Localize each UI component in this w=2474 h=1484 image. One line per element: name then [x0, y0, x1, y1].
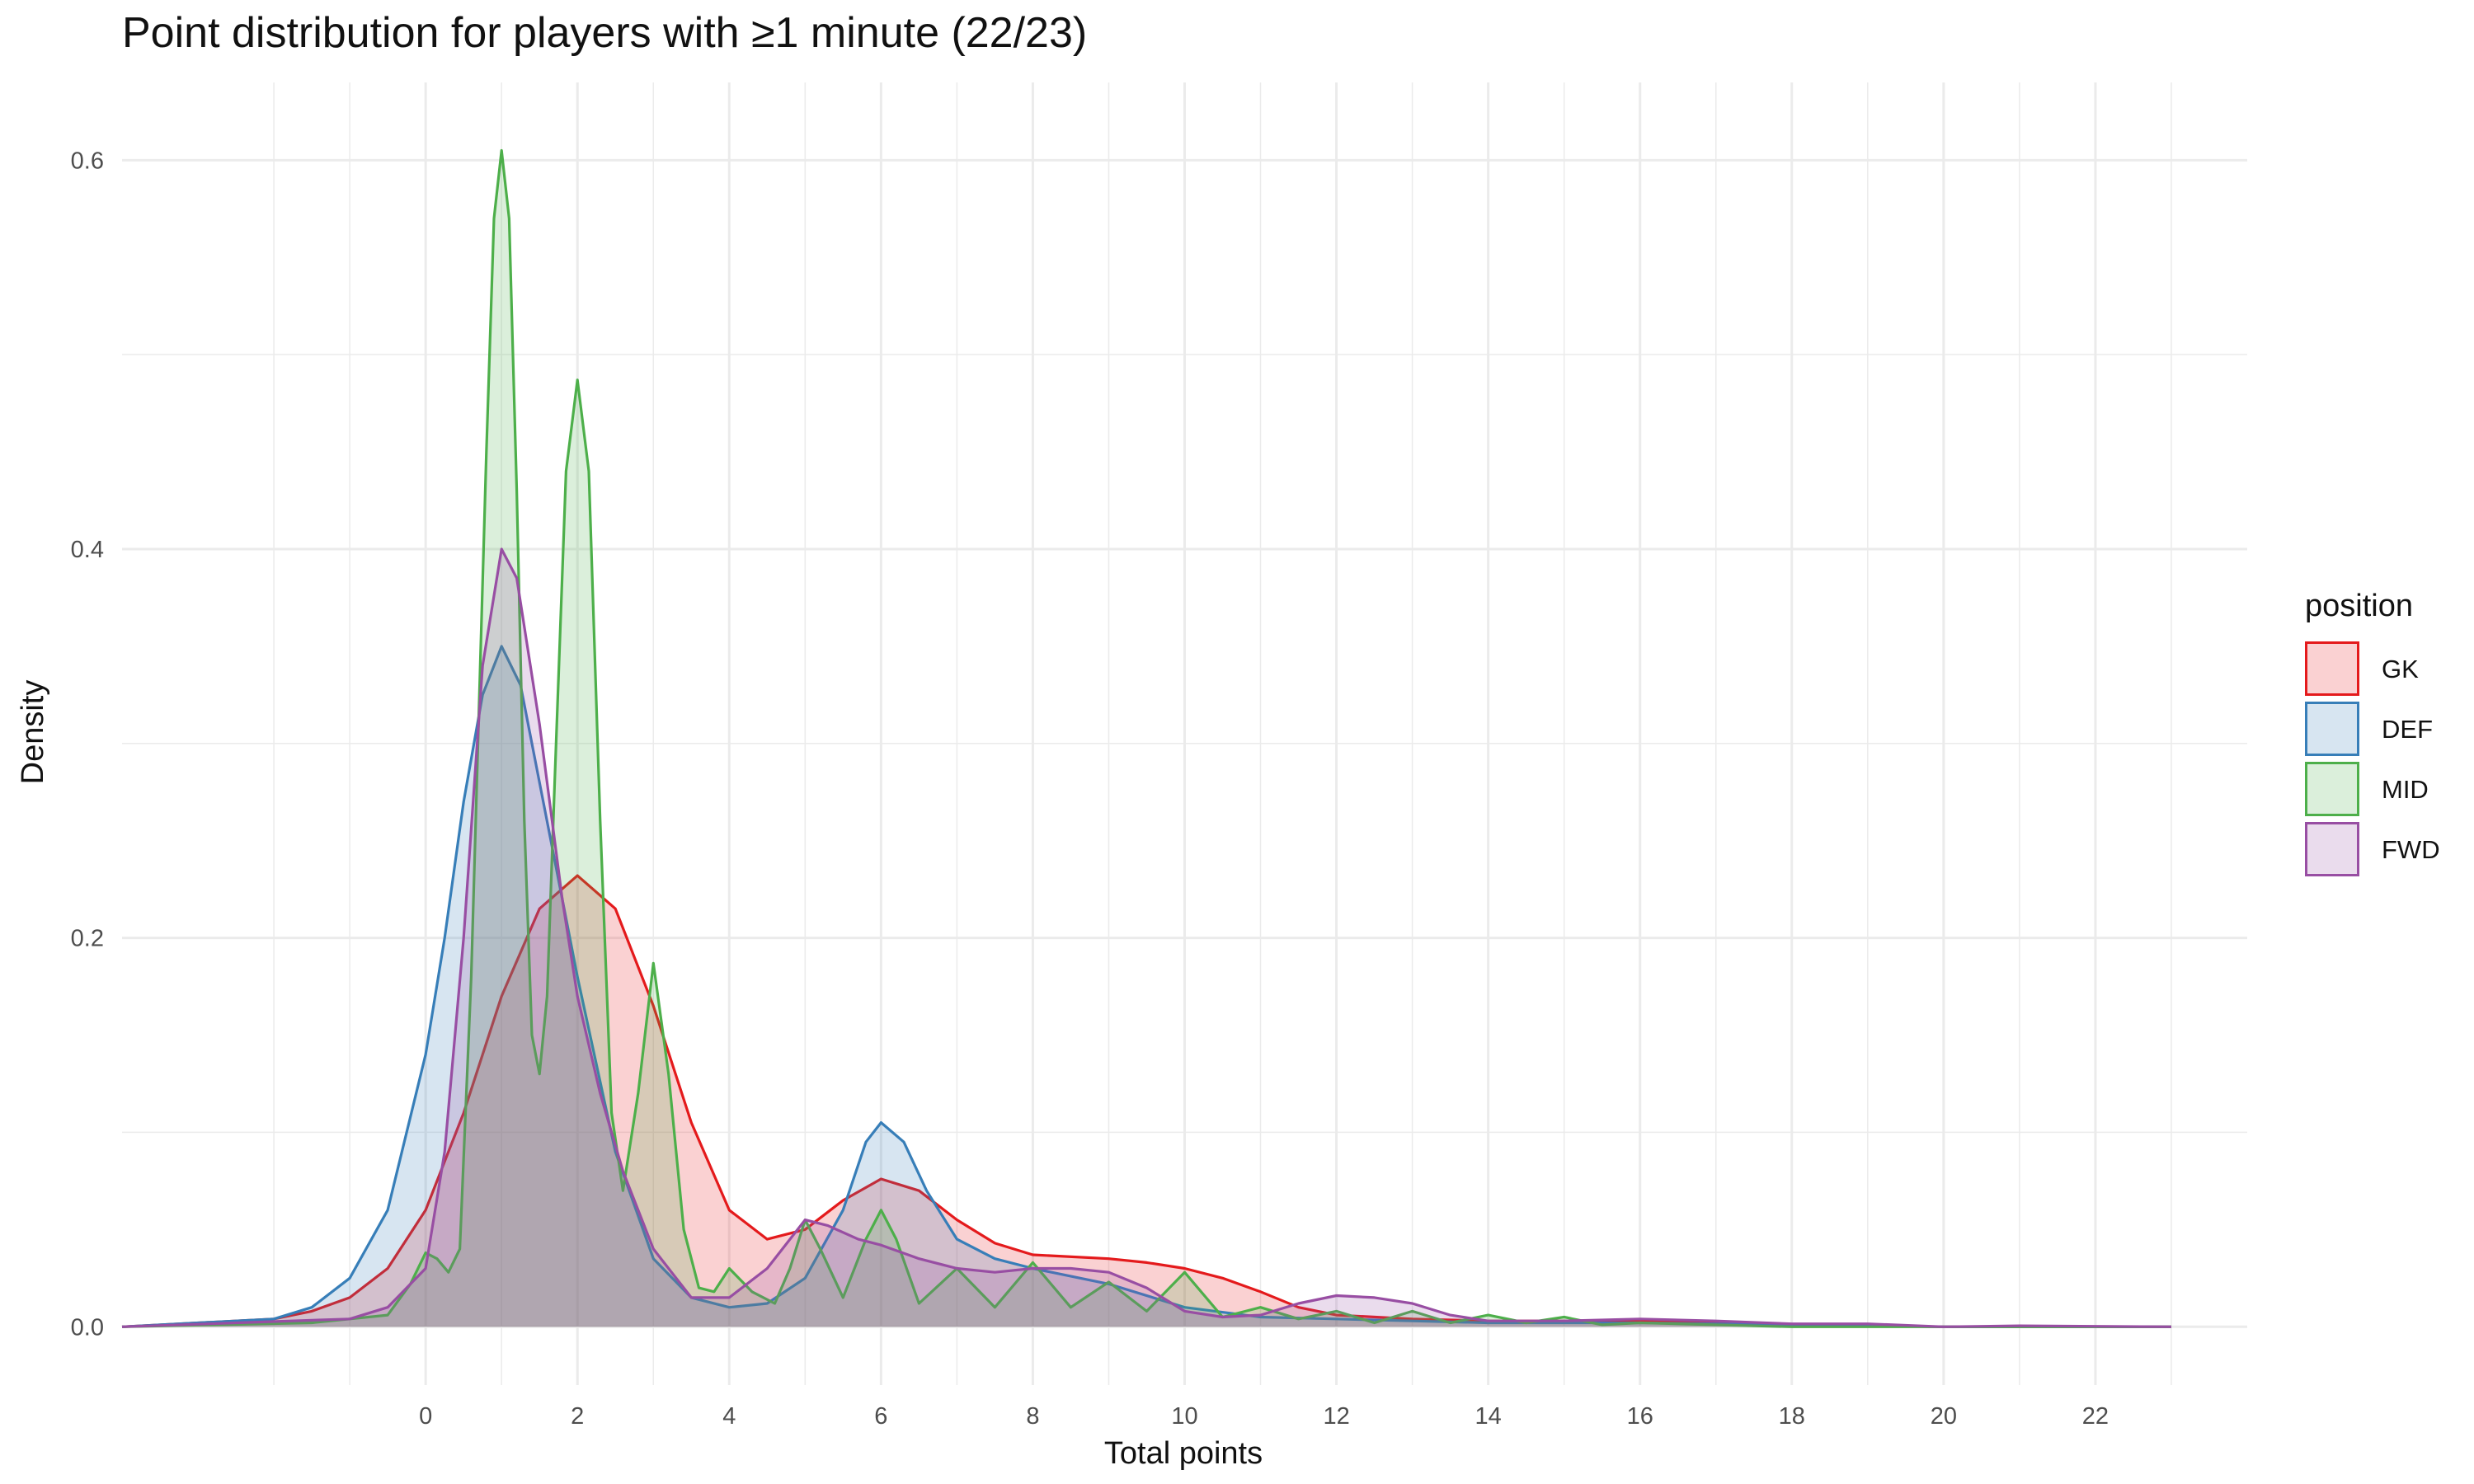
legend-key-bg-def [2305, 702, 2359, 756]
y-tick-label: 0.6 [71, 148, 104, 174]
x-tick-label: 2 [571, 1403, 584, 1430]
axes: Total points Density 0 2 4 6 8 10 12 14 16 18 20 22… [16, 148, 2109, 1471]
legend-title: position [2305, 589, 2413, 623]
density-line-fwd [121, 547, 2172, 1328]
legend-label-mid: MID [2382, 775, 2429, 804]
x-tick-label: 4 [722, 1403, 736, 1430]
grid [122, 82, 2247, 1385]
density-area-gk [122, 876, 2171, 1327]
y-tick-label: 0.0 [71, 1314, 104, 1341]
x-tick-label: 8 [1026, 1403, 1039, 1430]
legend-label-def: DEF [2382, 715, 2433, 744]
density-line-gk [121, 874, 2171, 1328]
chart-title: Point distribution for players with ≥1 m… [122, 9, 1088, 57]
x-tick-label: 10 [1171, 1403, 1197, 1430]
density-line-def [121, 645, 2171, 1328]
legend-key-def [2305, 702, 2359, 756]
density-line-mid [121, 148, 2171, 1328]
legend-key-mid [2305, 762, 2359, 816]
x-tick-label: 12 [1323, 1403, 1349, 1430]
legend-key-fwd [2305, 822, 2359, 876]
x-axis-title: Total points [1104, 1436, 1263, 1471]
x-tick-label: 14 [1475, 1403, 1502, 1430]
x-tick-label: 22 [2082, 1403, 2109, 1430]
density-area-fwd [122, 549, 2171, 1327]
y-tick-label: 0.4 [71, 537, 104, 563]
legend-key-bg-gk [2305, 641, 2359, 696]
x-tick-label: 16 [1627, 1403, 1653, 1430]
density-area-def [122, 646, 2171, 1327]
legend-key-bg-mid [2305, 762, 2359, 816]
x-tick-label: 0 [419, 1403, 432, 1430]
legend-key-gk [2305, 641, 2359, 696]
series-layer [121, 148, 2172, 1328]
legend: position GK DEF MID FWD [2305, 589, 2440, 876]
legend-label-gk: GK [2382, 655, 2419, 683]
x-tick-label: 18 [1779, 1403, 1805, 1430]
x-tick-label: 20 [1931, 1403, 1957, 1430]
legend-key-bg-fwd [2305, 822, 2359, 876]
legend-label-fwd: FWD [2382, 835, 2440, 864]
y-axis-title: Density [16, 680, 50, 785]
x-tick-label: 6 [874, 1403, 887, 1430]
y-tick-label: 0.2 [71, 926, 104, 952]
